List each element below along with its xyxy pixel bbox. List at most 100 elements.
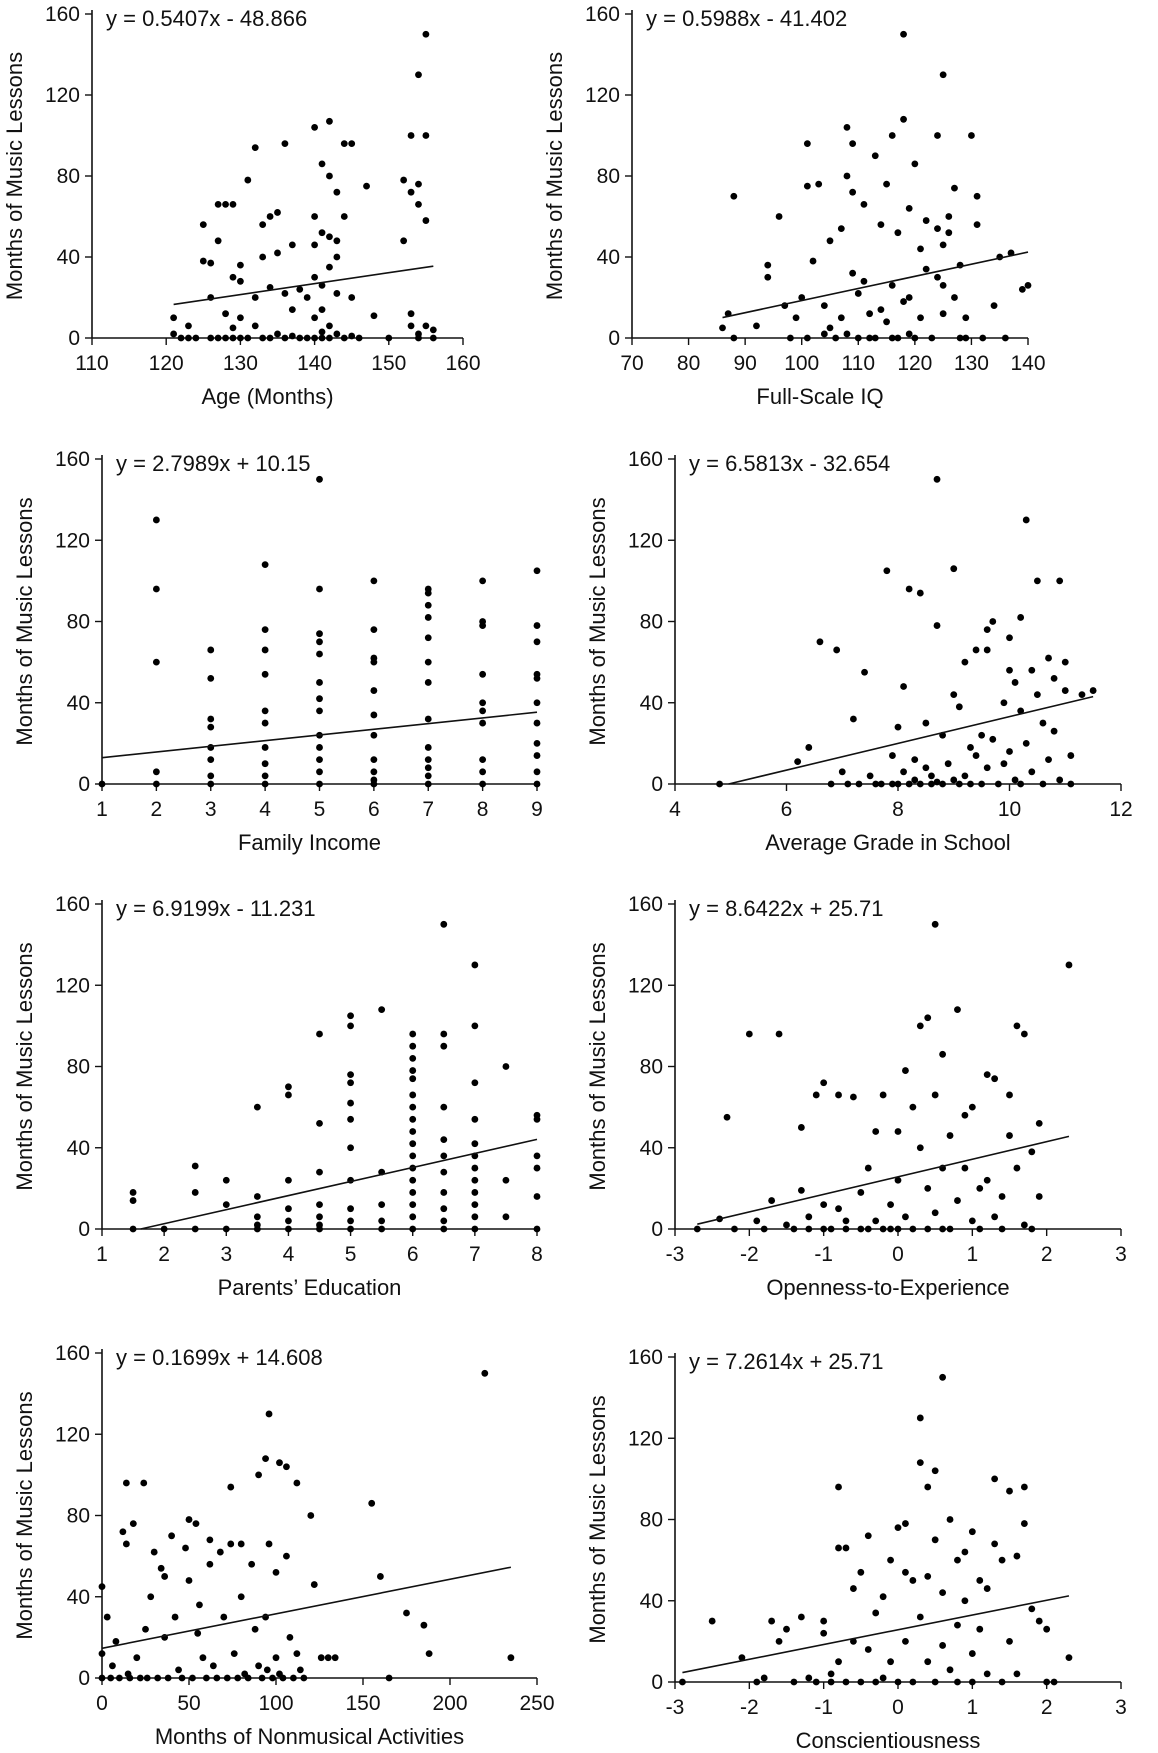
data-point	[976, 1577, 984, 1584]
data-point	[409, 1225, 417, 1233]
data-point	[902, 1568, 909, 1576]
data-point	[939, 1642, 946, 1649]
data-point	[415, 180, 422, 188]
data-point	[1006, 1091, 1013, 1099]
data-point	[820, 1201, 828, 1209]
data-point	[370, 626, 378, 634]
x-tick-label: 50	[177, 1692, 200, 1715]
data-point	[968, 1103, 976, 1111]
data-point	[370, 658, 378, 666]
data-point	[968, 1217, 976, 1225]
data-point	[347, 1099, 354, 1107]
x-tick-label: 130	[954, 352, 989, 375]
data-point	[154, 1674, 162, 1682]
data-point	[370, 577, 378, 585]
data-point	[479, 670, 487, 678]
data-point	[286, 1633, 294, 1641]
data-point	[946, 1516, 954, 1523]
x-tick-label: 90	[733, 352, 756, 375]
data-point	[272, 1654, 280, 1662]
trend-line	[682, 1595, 1070, 1674]
data-point	[827, 1225, 835, 1233]
data-point	[347, 1205, 354, 1213]
x-tick-label: 1	[96, 1243, 108, 1266]
data-point	[206, 1536, 214, 1544]
data-point	[199, 221, 207, 229]
data-point	[185, 1577, 193, 1584]
data-point	[961, 1164, 969, 1172]
data-point	[533, 768, 541, 776]
data-point	[424, 601, 432, 609]
x-tick-label: 1	[966, 1696, 978, 1719]
data-point	[931, 1678, 939, 1686]
data-point	[916, 1613, 924, 1621]
data-point	[783, 1221, 790, 1229]
x-tick-label: 100	[258, 1692, 293, 1715]
data-point	[303, 334, 311, 342]
data-point	[288, 306, 296, 314]
y-tick-label: 40	[640, 1137, 663, 1160]
data-point	[440, 1217, 448, 1225]
data-point	[207, 723, 215, 731]
data-point	[1043, 1678, 1051, 1686]
data-point	[502, 1176, 510, 1184]
data-point	[820, 330, 828, 338]
data-point	[1011, 776, 1019, 784]
data-point	[533, 780, 541, 788]
data-point	[251, 144, 259, 152]
x-tick-label: 150	[345, 1692, 380, 1715]
data-point	[316, 650, 323, 658]
y-tick-label: 80	[67, 1505, 90, 1528]
data-point	[253, 1225, 261, 1233]
data-point	[251, 294, 259, 301]
data-point	[237, 277, 244, 285]
data-point	[924, 1225, 932, 1233]
data-point	[409, 1054, 417, 1062]
data-point	[129, 1520, 137, 1528]
data-point	[939, 281, 947, 289]
data-point	[152, 585, 160, 593]
data-point	[253, 1213, 261, 1221]
data-point	[1028, 1605, 1036, 1613]
data-point	[285, 1225, 292, 1233]
x-tick-label: 120	[897, 352, 932, 375]
data-point	[285, 1176, 292, 1184]
data-point	[98, 1583, 106, 1590]
data-point	[237, 314, 244, 322]
data-point	[924, 1184, 932, 1192]
x-axis-label: Family Income	[238, 830, 381, 855]
data-point	[939, 780, 946, 788]
data-point	[864, 1646, 872, 1653]
data-point	[370, 780, 378, 788]
data-point	[311, 124, 318, 131]
data-point	[272, 1568, 280, 1576]
data-point	[283, 1463, 290, 1471]
data-point	[318, 328, 326, 336]
data-point	[939, 1589, 946, 1597]
data-point	[753, 1678, 761, 1686]
data-point	[370, 731, 378, 739]
data-point	[237, 1593, 245, 1601]
data-point	[481, 1369, 489, 1377]
data-point	[207, 674, 215, 682]
y-tick-label: 80	[640, 611, 663, 634]
data-point	[182, 1544, 189, 1552]
data-point	[967, 744, 974, 751]
data-point	[152, 780, 160, 788]
x-tick-label: 80	[677, 352, 700, 375]
trend-line	[722, 251, 1029, 319]
data-point	[820, 1629, 828, 1637]
data-point	[983, 1670, 991, 1678]
data-point	[507, 1654, 515, 1662]
data-point	[775, 213, 783, 220]
data-point	[288, 241, 296, 249]
data-point	[842, 1217, 850, 1225]
regression-equation: y = 0.5407x - 48.866	[106, 6, 307, 31]
data-point	[850, 1585, 857, 1592]
data-point	[333, 253, 341, 261]
data-point	[407, 310, 415, 318]
data-point	[533, 699, 541, 707]
data-point	[266, 334, 274, 342]
data-point	[244, 334, 252, 342]
data-point	[142, 1625, 149, 1633]
